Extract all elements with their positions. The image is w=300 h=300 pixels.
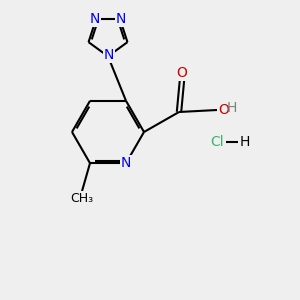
Text: N: N: [90, 12, 100, 26]
Text: N: N: [104, 48, 114, 62]
Text: O: O: [177, 66, 188, 80]
Text: O: O: [218, 103, 229, 117]
Text: N: N: [116, 12, 126, 26]
Text: H: H: [240, 135, 250, 149]
Text: Cl: Cl: [210, 135, 224, 149]
Text: H: H: [227, 101, 237, 115]
Text: N: N: [121, 156, 131, 170]
Text: CH₃: CH₃: [70, 192, 94, 205]
